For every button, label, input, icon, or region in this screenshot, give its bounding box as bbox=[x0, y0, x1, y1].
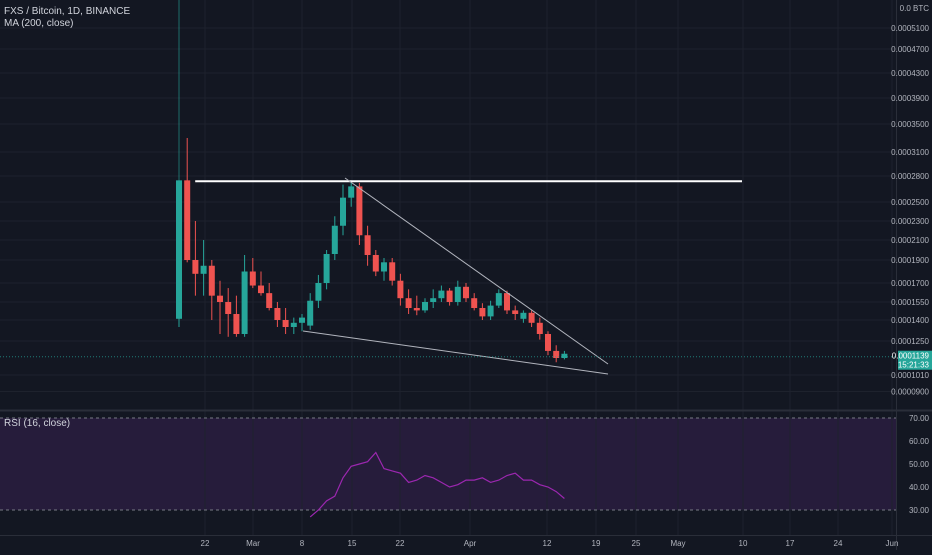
price-tick-label: 0.0001550 bbox=[891, 298, 929, 307]
time-tick-label: 8 bbox=[300, 539, 305, 548]
candle-body bbox=[397, 280, 404, 299]
upper-trendline bbox=[344, 177, 609, 365]
candle-body bbox=[381, 262, 387, 272]
candle-body bbox=[422, 302, 428, 311]
candle-body bbox=[233, 314, 240, 334]
price-tick-label: 0.0002500 bbox=[891, 198, 929, 207]
candle-body bbox=[528, 312, 535, 323]
rsi-tick-label: 40.00 bbox=[909, 483, 930, 492]
candle-body bbox=[495, 293, 502, 306]
time-tick-label: 19 bbox=[592, 539, 601, 548]
candle-body bbox=[413, 308, 420, 311]
candle-body bbox=[438, 290, 445, 299]
price-unit-label: 0.0 BTC bbox=[900, 4, 930, 13]
candle-body bbox=[348, 186, 355, 198]
rsi-legend[interactable]: RSI (16, close) bbox=[4, 418, 71, 429]
candle-body bbox=[479, 308, 486, 317]
candle-body bbox=[487, 305, 494, 317]
last-price-label: 0.0001139 bbox=[892, 352, 930, 361]
candle-body bbox=[331, 225, 338, 254]
price-tick-label: 0.0001010 bbox=[891, 371, 929, 380]
candle-body bbox=[454, 286, 461, 302]
time-tick-label: May bbox=[670, 539, 685, 548]
candle-body bbox=[258, 285, 264, 294]
candle-body bbox=[315, 283, 322, 301]
price-tick-label: 0.0001900 bbox=[891, 256, 929, 265]
symbol-legend[interactable]: FXS / Bitcoin, 1D, BINANCE bbox=[4, 6, 131, 17]
candle-body bbox=[364, 235, 371, 255]
candle-body bbox=[208, 265, 215, 296]
rsi-line bbox=[309, 451, 565, 518]
last-price-tag bbox=[898, 350, 932, 370]
time-tick-label: 15 bbox=[348, 539, 357, 548]
time-tick-label: 22 bbox=[396, 539, 405, 548]
candle-body bbox=[430, 298, 437, 302]
candle-body bbox=[184, 180, 191, 260]
time-tick-label: 25 bbox=[632, 539, 641, 548]
candle-body bbox=[307, 300, 314, 326]
price-tick-label: 0.0003100 bbox=[891, 148, 929, 157]
rsi-band bbox=[0, 418, 896, 510]
price-tick-label: 0.0002300 bbox=[891, 217, 929, 226]
price-tick-label: 0.0004300 bbox=[891, 69, 929, 78]
time-tick-label: 24 bbox=[834, 539, 843, 548]
rsi-tick-label: 60.00 bbox=[909, 437, 930, 446]
candle-body bbox=[282, 320, 289, 327]
candle-body bbox=[372, 255, 379, 272]
price-tick-label: 0.0001700 bbox=[891, 279, 929, 288]
candle-body bbox=[299, 317, 305, 323]
time-tick-label: 22 bbox=[201, 539, 210, 548]
time-tick-label: 12 bbox=[543, 539, 552, 548]
candle-body bbox=[446, 290, 453, 302]
candle-body bbox=[192, 260, 199, 274]
time-tick-label: 17 bbox=[786, 539, 795, 548]
rsi-tick-label: 30.00 bbox=[909, 506, 930, 515]
candle-body bbox=[536, 322, 543, 334]
candle-body bbox=[512, 310, 519, 314]
price-tick-label: 0.0001400 bbox=[891, 316, 929, 325]
candle-body bbox=[463, 286, 469, 299]
candle-body bbox=[323, 254, 330, 283]
candle-body bbox=[249, 271, 256, 286]
price-tick-label: 0.0001250 bbox=[891, 337, 929, 346]
price-tick-label: 0.0003500 bbox=[891, 120, 929, 129]
rsi-tick-label: 70.00 bbox=[909, 414, 930, 423]
candle-body bbox=[520, 312, 527, 319]
candle-body bbox=[471, 298, 478, 308]
candle-body bbox=[356, 186, 363, 236]
countdown-label: 15:21:33 bbox=[898, 361, 930, 370]
price-tick-label: 0.0000900 bbox=[891, 388, 929, 397]
candle-body bbox=[405, 298, 412, 308]
price-tick-label: 0.0002100 bbox=[891, 236, 929, 245]
price-tick-label: 0.0002800 bbox=[891, 172, 929, 181]
candle-body bbox=[266, 293, 273, 308]
ma-legend[interactable]: MA (200, close) bbox=[4, 18, 74, 29]
candle-body bbox=[561, 353, 568, 358]
candle-body bbox=[274, 308, 281, 320]
rsi-tick-label: 50.00 bbox=[909, 460, 930, 469]
candle-body bbox=[504, 293, 510, 311]
time-tick-label: Jun bbox=[886, 539, 899, 548]
candle-body bbox=[290, 322, 297, 327]
candle-body bbox=[225, 302, 232, 314]
candle-body bbox=[545, 334, 551, 351]
candle-body bbox=[176, 180, 182, 319]
time-tick-label: Apr bbox=[464, 539, 477, 548]
price-tick-label: 0.0003900 bbox=[891, 94, 929, 103]
time-tick-label: 10 bbox=[739, 539, 748, 548]
lower-trendline bbox=[302, 330, 609, 375]
candle-body bbox=[340, 197, 346, 226]
price-tick-label: 0.0005100 bbox=[891, 24, 929, 33]
candle-body bbox=[241, 271, 248, 334]
candle-body bbox=[389, 262, 396, 281]
candle-body bbox=[200, 265, 207, 274]
candle-body bbox=[553, 350, 560, 358]
candle-body bbox=[217, 295, 223, 302]
time-tick-label: Mar bbox=[246, 539, 260, 548]
price-tick-label: 0.0004700 bbox=[891, 45, 929, 54]
